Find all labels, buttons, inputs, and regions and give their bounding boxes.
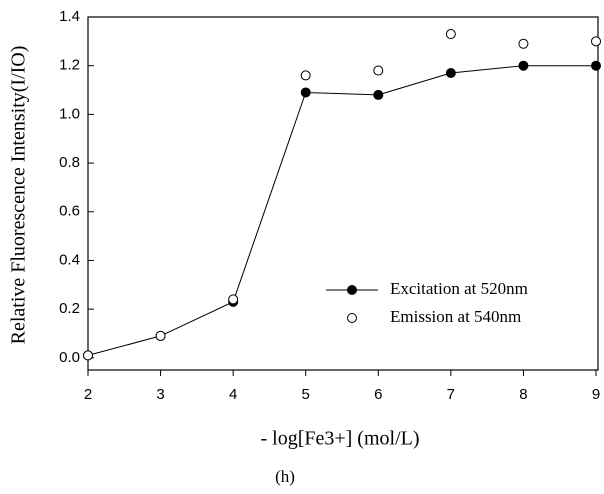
marker [373, 89, 384, 100]
caption: (h) [275, 467, 295, 486]
x-axis-label: - log[Fe3+] (mol/L) [260, 428, 419, 450]
x-tick-label: 6 [374, 386, 382, 403]
legend-marker [347, 285, 357, 295]
x-tick-label: 7 [447, 386, 455, 403]
legend-label: Emission at 540nm [390, 307, 521, 326]
plot-frame [87, 16, 599, 371]
marker [591, 36, 601, 47]
marker [155, 330, 166, 341]
marker [228, 294, 239, 305]
y-tick-label: 0.2 [59, 300, 80, 317]
y-tick-label: 1.4 [59, 8, 80, 25]
y-tick-label: 0.6 [59, 203, 80, 220]
series-line [87, 65, 596, 356]
marker [300, 87, 311, 98]
x-tick-label: 3 [156, 386, 164, 403]
x-tick-label: 4 [229, 386, 237, 403]
marker [518, 60, 529, 71]
x-tick-label: 5 [302, 386, 310, 403]
y-axis-label: Relative Fluorescence Intensity(I/IO) [8, 46, 30, 345]
marker [445, 67, 456, 78]
marker [591, 60, 601, 71]
marker [83, 350, 93, 361]
y-tick-label: 0.4 [59, 251, 80, 268]
x-tick-label: 2 [84, 386, 92, 403]
y-tick-label: 1.0 [59, 105, 80, 122]
y-tick-label: 0.0 [59, 349, 80, 366]
legend-marker [347, 313, 357, 323]
x-tick-label: 8 [519, 386, 527, 403]
marker [445, 29, 456, 40]
marker [518, 38, 529, 49]
x-tick-label: 9 [592, 386, 600, 403]
marker [373, 65, 384, 76]
y-tick-label: 0.8 [59, 154, 80, 171]
legend-label: Excitation at 520nm [390, 279, 528, 298]
marker [300, 70, 311, 81]
y-tick-label: 1.2 [59, 57, 80, 74]
